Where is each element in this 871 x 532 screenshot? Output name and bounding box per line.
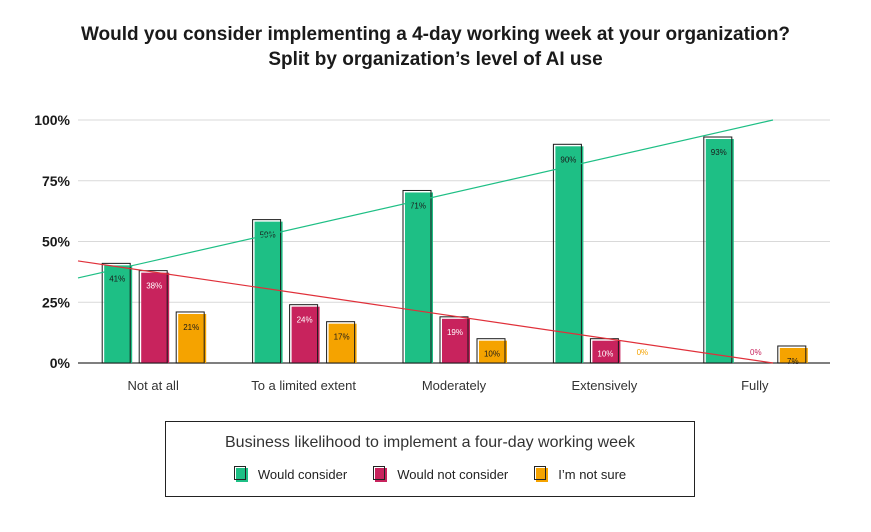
legend-swatch bbox=[534, 466, 549, 482]
bar-outline bbox=[703, 136, 733, 364]
data-label: 41% bbox=[109, 274, 125, 283]
x-tick-label: Not at all bbox=[128, 378, 179, 393]
bar-outline bbox=[326, 321, 356, 364]
bar-i-m-not-sure bbox=[328, 323, 357, 363]
legend-label: Would not consider bbox=[397, 466, 509, 482]
bar-outline bbox=[439, 316, 469, 364]
bar-would-not-consider bbox=[291, 306, 320, 363]
bar-would-consider bbox=[705, 139, 734, 363]
x-tick-label: Extensively bbox=[572, 378, 638, 393]
legend-item: I’m not sure bbox=[534, 466, 626, 482]
chart-title-line1: Would you consider implementing a 4-day … bbox=[80, 24, 791, 45]
bar-chart: 0%25%50%75%100%41%38%21%Not at all59%24%… bbox=[34, 112, 830, 393]
bar-i-m-not-sure bbox=[779, 347, 808, 363]
legend-item: Would not consider bbox=[373, 466, 508, 482]
data-label: 19% bbox=[447, 328, 463, 337]
bar-outline bbox=[101, 262, 131, 364]
data-label: 0% bbox=[750, 348, 762, 357]
bar-would-consider bbox=[254, 221, 283, 363]
data-label: 0% bbox=[637, 348, 649, 357]
bar-outline bbox=[777, 345, 807, 364]
bar-outline bbox=[289, 304, 319, 364]
trendline bbox=[77, 119, 774, 279]
y-tick-label: 100% bbox=[34, 112, 70, 128]
data-label: 38% bbox=[146, 282, 162, 291]
bar-i-m-not-sure bbox=[178, 313, 207, 363]
bar-would-not-consider bbox=[141, 272, 170, 363]
legend-items: Would consider Would not consider I’m not … bbox=[166, 466, 694, 482]
data-label: 10% bbox=[484, 350, 500, 359]
data-label: 24% bbox=[297, 316, 313, 325]
data-label: 21% bbox=[183, 323, 199, 332]
bar-outline bbox=[252, 219, 282, 364]
bar-outline bbox=[476, 338, 506, 364]
legend-title: Business likelihood to implement a four-… bbox=[225, 434, 635, 451]
data-label: 90% bbox=[560, 155, 576, 164]
bar-would-not-consider bbox=[592, 340, 621, 363]
y-tick-label: 0% bbox=[50, 355, 71, 371]
data-label: 10% bbox=[597, 350, 613, 359]
chart-subtitle: Split by organization’s level of AI use bbox=[268, 49, 603, 70]
bar-outline bbox=[552, 143, 582, 364]
data-label: 93% bbox=[711, 148, 727, 157]
legend-swatch bbox=[233, 466, 248, 482]
bar-i-m-not-sure bbox=[479, 340, 507, 363]
bar-outline bbox=[402, 189, 432, 364]
bar-would-consider bbox=[555, 146, 584, 363]
bar-outline bbox=[138, 270, 168, 364]
y-tick-label: 50% bbox=[42, 234, 71, 250]
y-tick-label: 75% bbox=[42, 173, 71, 189]
trendline bbox=[77, 260, 774, 364]
x-tick-label: Fully bbox=[741, 378, 769, 393]
bar-would-consider bbox=[405, 192, 433, 363]
x-tick-label: Moderately bbox=[422, 378, 487, 393]
data-label: 17% bbox=[334, 333, 350, 342]
chart-title: Would you consider implementing a 4-day … bbox=[0, 22, 871, 72]
legend-swatch bbox=[373, 466, 388, 482]
bar-would-not-consider bbox=[442, 318, 470, 363]
bar-outline bbox=[175, 311, 205, 364]
y-tick-label: 25% bbox=[42, 294, 71, 310]
legend-label: I’m not sure bbox=[558, 466, 627, 482]
bar-would-consider bbox=[104, 265, 133, 363]
data-label: 71% bbox=[410, 201, 426, 210]
legend-label: Would consider bbox=[257, 466, 348, 482]
data-label: 7% bbox=[787, 357, 799, 366]
legend-item: Would consider bbox=[233, 466, 348, 482]
x-tick-label: To a limited extent bbox=[251, 378, 356, 393]
legend: Business likelihood to implement a four-… bbox=[165, 421, 695, 497]
